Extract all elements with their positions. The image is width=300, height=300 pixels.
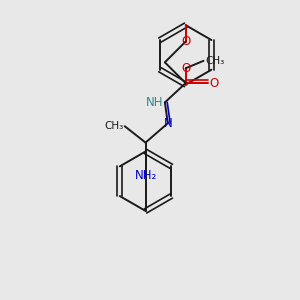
Text: NH: NH [146,96,164,109]
Text: CH₃: CH₃ [205,56,224,66]
Text: O: O [181,35,190,48]
Text: CH₃: CH₃ [104,121,123,131]
Text: N: N [164,117,172,130]
Text: O: O [209,76,219,90]
Text: NH₂: NH₂ [134,169,157,182]
Text: O: O [181,62,190,75]
